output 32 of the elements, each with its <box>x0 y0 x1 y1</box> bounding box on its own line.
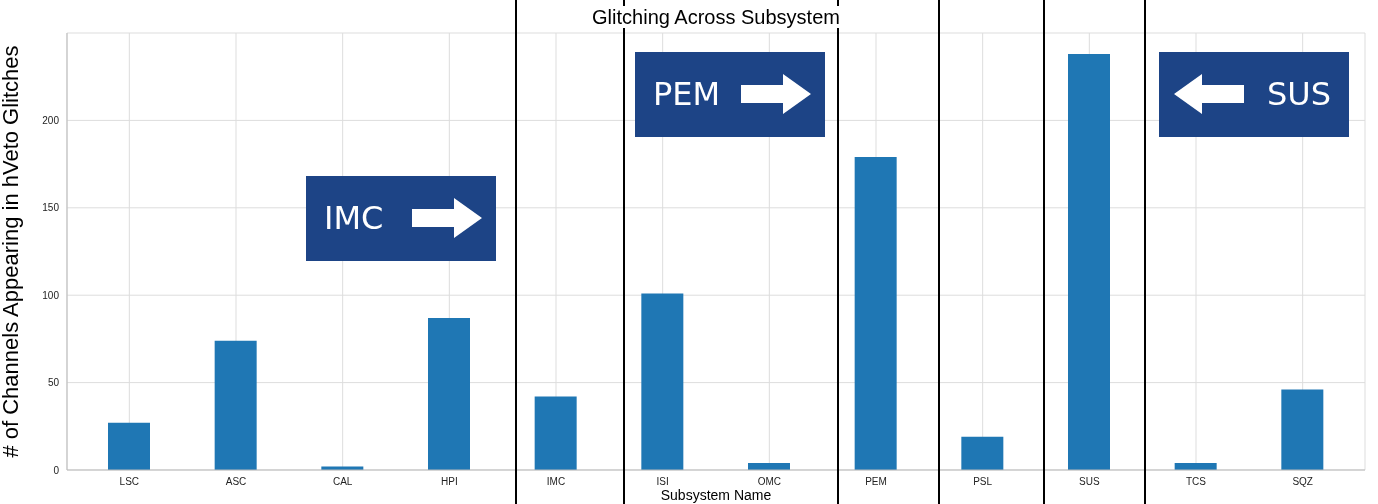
bar <box>1068 53 1110 470</box>
bar <box>428 317 470 470</box>
y-tick-label: 50 <box>47 377 60 389</box>
x-tick-label: CAL <box>332 476 353 488</box>
annotation: SUS <box>1267 74 1332 114</box>
x-tick-label: TCS <box>1186 476 1207 488</box>
bar <box>961 436 1004 470</box>
bar <box>1281 389 1324 470</box>
x-tick-label: OMC <box>757 476 782 488</box>
x-tick-label: PEM <box>865 476 887 488</box>
x-tick-label: ISI <box>656 476 669 488</box>
annotation: IMC <box>324 198 384 238</box>
x-tick-label: PSL <box>973 476 993 488</box>
y-tick-label: 0 <box>53 464 60 476</box>
x-tick-label: HPI <box>441 476 458 488</box>
x-tick-label: ASC <box>225 476 247 488</box>
x-tick-label: SUS <box>1079 476 1100 488</box>
annotation: PEM <box>653 74 721 114</box>
y-axis-title: # of Channels Appearing in hVeto Glitches <box>0 45 23 458</box>
bar <box>641 293 684 470</box>
x-tick-label: IMC <box>546 476 566 488</box>
chart-title: Glitching Across Subsystem <box>588 6 844 28</box>
x-tick-label: SQZ <box>1292 476 1313 488</box>
x-axis-title: Subsystem Name <box>660 487 772 503</box>
bar <box>214 340 257 470</box>
y-tick-label: 150 <box>42 202 60 214</box>
bar <box>534 396 577 470</box>
y-tick-label: 100 <box>42 289 60 301</box>
y-tick-label: 200 <box>42 114 60 126</box>
bar <box>854 157 897 470</box>
x-tick-label: LSC <box>119 476 140 488</box>
bar <box>108 422 150 470</box>
